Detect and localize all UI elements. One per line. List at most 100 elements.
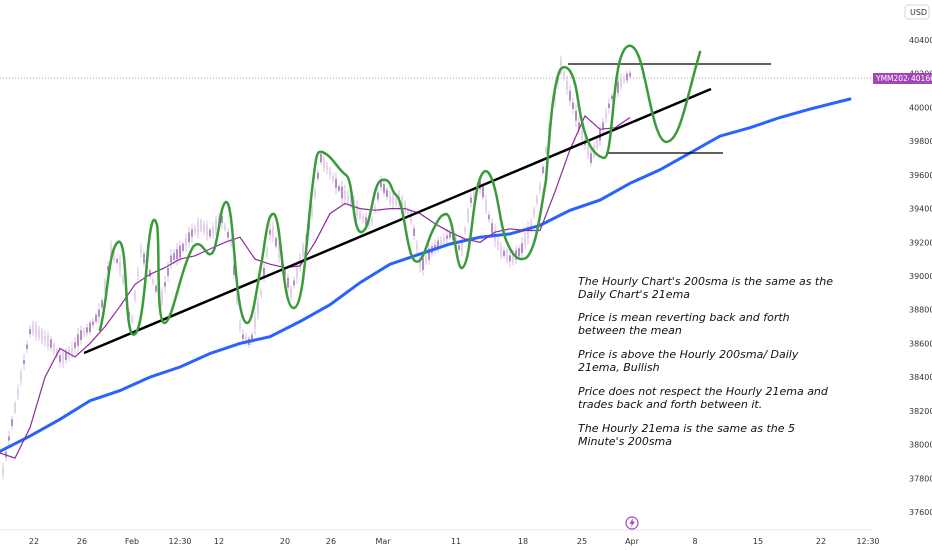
price-bar (254, 317, 256, 329)
last-price-label: 40166 (911, 74, 932, 83)
price-bar (188, 232, 190, 243)
mean-reversion-wave-drawing (98, 44, 702, 336)
price-bar (245, 337, 247, 341)
price-bar (443, 237, 445, 242)
price-bar (35, 324, 37, 337)
annotation-note-line: 21ema, Bullish (578, 361, 660, 374)
price-bar (227, 232, 229, 238)
price-bar (602, 122, 604, 130)
x-tick-label: 15 (753, 537, 763, 546)
y-tick-label: 38800 (909, 306, 932, 315)
y-tick-label: 38200 (909, 407, 932, 416)
price-bar (272, 227, 274, 238)
price-bar (278, 246, 280, 259)
price-bar (260, 290, 262, 295)
price-bar (113, 250, 115, 261)
price-bar (89, 322, 91, 333)
price-bar (596, 137, 598, 148)
price-bar (287, 277, 289, 288)
price-bar (104, 280, 106, 292)
price-bar (473, 192, 475, 198)
price-bar (221, 216, 223, 223)
y-tick-label: 38400 (909, 373, 932, 382)
price-bar (569, 90, 571, 101)
price-bar (47, 335, 49, 347)
price-bar (194, 228, 196, 233)
price-bar (140, 249, 142, 253)
price-bar (530, 221, 532, 230)
price-bar (239, 323, 241, 329)
annotation-note-line: trades back and forth between it. (578, 398, 762, 411)
price-bar (197, 222, 199, 234)
price-bar (11, 419, 13, 426)
price-bar (527, 228, 529, 238)
price-bar (425, 256, 427, 262)
lightning-icon[interactable] (625, 516, 639, 530)
price-bar (242, 334, 244, 339)
ascending-trendline (83, 87, 712, 355)
price-bar (269, 229, 271, 235)
x-axis-ticks: 22 26 Feb 12:30 12 20 26 Mar 11 18 25 Apr 8 15 22 12:30 (29, 537, 880, 546)
currency-label: USD (910, 8, 927, 17)
price-bar (440, 240, 442, 245)
price-bar (380, 179, 382, 187)
price-bar (413, 228, 415, 236)
price-bar (335, 178, 337, 188)
price-bar (617, 81, 619, 93)
price-bar (428, 248, 430, 260)
price-bar (23, 360, 25, 364)
price-bar (368, 221, 370, 226)
annotation-note-line: Price is mean reverting back and forth (578, 311, 790, 324)
price-bar (392, 196, 394, 204)
price-bar (173, 253, 175, 261)
x-tick-label: 22 (29, 537, 39, 546)
price-bar (32, 323, 34, 333)
price-bar (575, 111, 577, 121)
price-bar (83, 330, 85, 335)
x-tick-label: 22 (816, 537, 826, 546)
x-tick-label: Apr (625, 537, 640, 546)
price-bar (371, 218, 373, 224)
price-bar (185, 238, 187, 247)
price-bar (62, 352, 64, 365)
price-bar (215, 219, 217, 231)
price-bar (110, 246, 112, 256)
price-bar (329, 171, 331, 175)
y-tick-label: 40000 (909, 103, 932, 112)
y-tick-label: 37800 (909, 474, 932, 483)
price-bar (521, 243, 523, 253)
price-bar (332, 176, 334, 181)
annotation-note-line: Price is above the Hourly 200sma/ Daily (578, 348, 799, 361)
price-bar (170, 255, 172, 263)
annotation-note-line: Minute's 200sma (578, 435, 672, 448)
price-bar (485, 199, 487, 209)
price-bar (233, 265, 235, 275)
y-tick-label: 40400 (909, 36, 932, 45)
price-bar (71, 347, 73, 353)
price-bar (50, 339, 52, 348)
price-bar (467, 209, 469, 222)
price-bar (131, 316, 133, 322)
price-bar (518, 248, 520, 257)
annotation-note-line: Daily Chart's 21ema (578, 288, 690, 301)
price-bar (284, 270, 286, 275)
price-bar (383, 183, 385, 193)
price-bar (320, 153, 322, 163)
price-bar (263, 267, 265, 278)
price-bar (143, 253, 145, 264)
price-bar (347, 194, 349, 201)
x-tick-label: 12:30 (168, 537, 191, 546)
price-bar (290, 288, 292, 298)
price-bars (2, 55, 631, 480)
price-bar (92, 321, 94, 325)
x-tick-label: 20 (280, 537, 290, 546)
price-bar (203, 224, 205, 232)
price-bar (26, 344, 28, 349)
currency-badge[interactable] (904, 4, 930, 20)
price-bar (275, 238, 277, 247)
price-bar (566, 81, 568, 90)
price-bar (41, 330, 43, 341)
price-bar (293, 280, 295, 286)
price-bar (230, 239, 232, 246)
